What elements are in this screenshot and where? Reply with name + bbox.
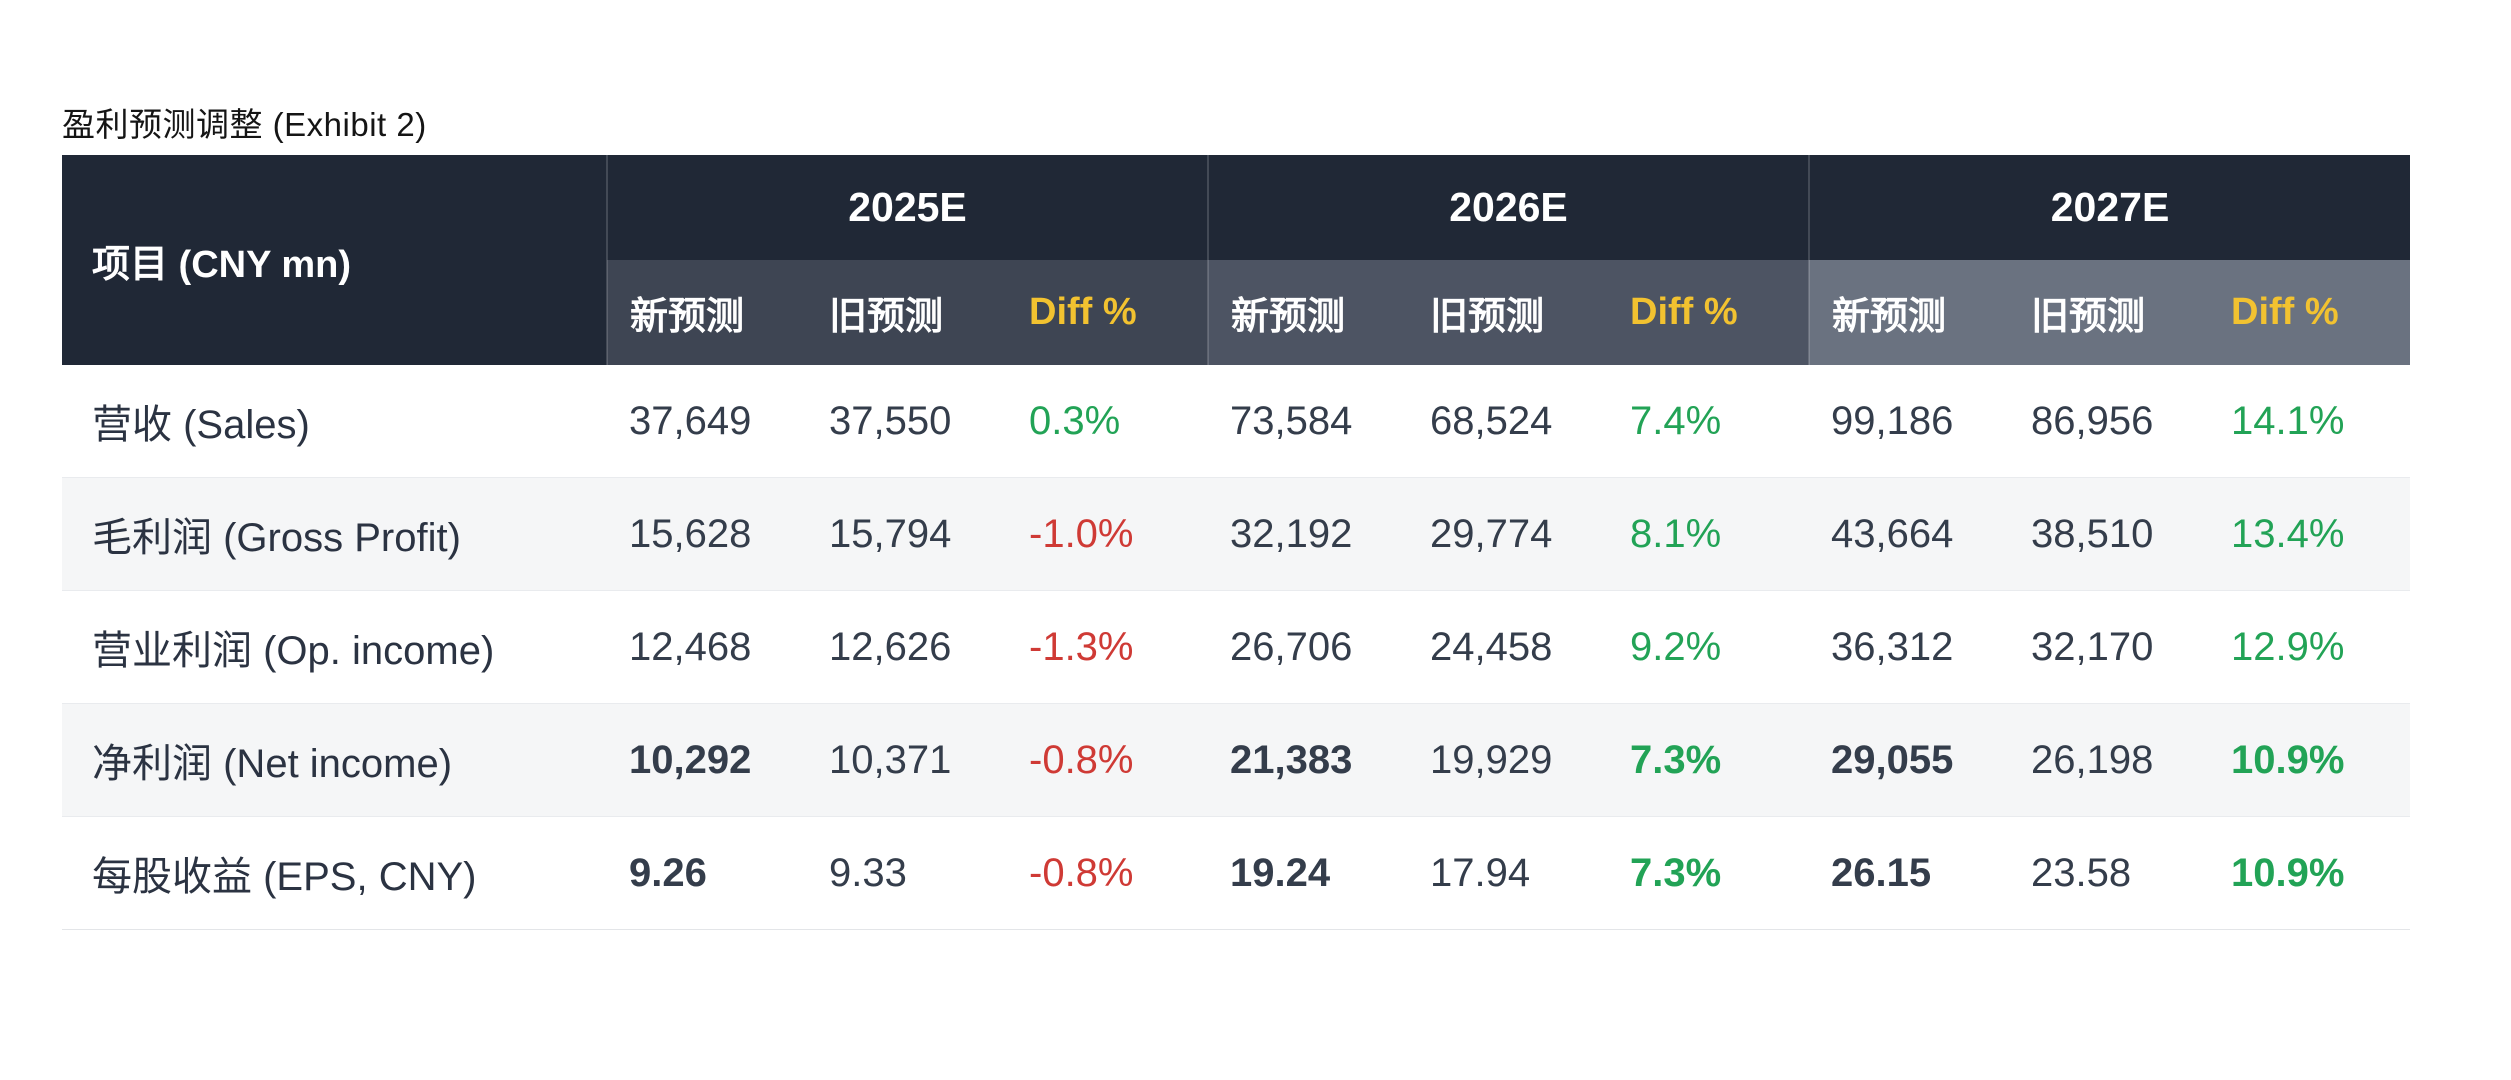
table-row-sales: 营收 (Sales) 37,649 37,550 0.3% 73,584 68,… [62, 365, 2410, 478]
subheader-diff-2027e: Diff % [2209, 260, 2411, 365]
table-cell: 29,055 [1809, 703, 2009, 817]
subheader-old-2027e: 旧预测 [2009, 260, 2209, 365]
table-cell: 19,929 [1408, 703, 1608, 817]
year-header-2027e: 2027E [1807, 155, 2411, 260]
row-label: 营业利润 (Op. income) [62, 590, 607, 704]
table-cell: 86,956 [2031, 398, 2154, 443]
table-cell: 37,550 [829, 398, 952, 443]
table-cell: 9.2% [1608, 590, 1809, 704]
subheader-new-2027e: 新预测 [1808, 260, 2009, 365]
row-label: 营收 (Sales) [92, 403, 310, 447]
table-cell: 7.4% [1630, 398, 1722, 443]
table-cell: -0.8% [1007, 703, 1208, 817]
table-row-eps: 每股收益 (EPS, CNY) 9.26 9.33 -0.8% 19.24 17… [62, 816, 2411, 930]
table-cell: 13.4% [2209, 477, 2411, 591]
table-cell: 26,198 [2009, 703, 2209, 817]
table-cell: 9.26 [607, 816, 807, 930]
table-cell: 38,510 [2009, 477, 2209, 591]
table-cell: 26,706 [1208, 590, 1408, 704]
table-body: 营收 (Sales) 37,649 37,550 0.3% 73,584 68,… [62, 365, 2411, 930]
table-cell: 0.3% [1029, 398, 1121, 443]
table-cell: 15,628 [607, 477, 807, 591]
table-cell: 12,626 [807, 590, 1007, 704]
subheader-diff-2025e: Diff % [1007, 260, 1208, 365]
row-label: 毛利润 (Gross Profit) [62, 477, 607, 591]
table-cell: 32,192 [1208, 477, 1408, 591]
table-cell: 19.24 [1208, 816, 1408, 930]
table-cell: 21,383 [1208, 703, 1408, 817]
table-cell: 37,649 [629, 398, 752, 443]
table-cell: 10.9% [2209, 816, 2411, 930]
table-cell: 15,794 [807, 477, 1007, 591]
table-row-gross-profit: 毛利润 (Gross Profit) 15,628 15,794 -1.0% 3… [62, 477, 2411, 591]
sub-header-row: 新预测 旧预测 Diff % 新预测 旧预测 Diff % 新预测 旧预测 Di… [62, 260, 2411, 365]
subheader-new-2025e: 新预测 [606, 260, 807, 365]
table-cell: 43,664 [1809, 477, 2009, 591]
table-cell: 99,186 [1831, 398, 1954, 443]
table-cell: -0.8% [1007, 816, 1208, 930]
corner-header: 项目 (CNY mn) [62, 155, 607, 365]
table-cell: 29,774 [1408, 477, 1608, 591]
row-label: 每股收益 (EPS, CNY) [62, 816, 607, 930]
table-header: 项目 (CNY mn) 2025E 2026E 2027E 新预测 旧预测 Di… [62, 155, 2411, 365]
table-cell: 14.1% [2231, 398, 2345, 443]
subheader-old-2025e: 旧预测 [807, 260, 1007, 365]
exhibit-title: 盈利预测调整 (Exhibit 2) [62, 106, 427, 143]
table-cell: 7.3% [1608, 703, 1809, 817]
table-cell: 12.9% [2209, 590, 2411, 704]
table-cell: 7.3% [1608, 816, 1809, 930]
table-cell: 32,170 [2009, 590, 2209, 704]
table-cell: 10,292 [607, 703, 807, 817]
subheader-new-2026e: 新预测 [1207, 260, 1408, 365]
table-cell: 9.33 [807, 816, 1007, 930]
table-cell: 10,371 [807, 703, 1007, 817]
table-row-net-income: 净利润 (Net income) 10,292 10,371 -0.8% 21,… [62, 703, 2411, 817]
table-row-op-income: 营业利润 (Op. income) 12,468 12,626 -1.3% 26… [62, 590, 2411, 704]
row-label: 净利润 (Net income) [62, 703, 607, 817]
table-cell: 73,584 [1230, 398, 1353, 443]
subheader-old-2026e: 旧预测 [1408, 260, 1608, 365]
year-header-2026e: 2026E [1207, 155, 1809, 260]
table-cell: 17.94 [1408, 816, 1608, 930]
table-cell: -1.0% [1007, 477, 1208, 591]
table-cell: 68,524 [1430, 398, 1553, 443]
table-cell: 10.9% [2209, 703, 2411, 817]
table-cell: 12,468 [607, 590, 807, 704]
table-cell: 8.1% [1608, 477, 1809, 591]
table-cell: 24,458 [1408, 590, 1608, 704]
table-cell: -1.3% [1007, 590, 1208, 704]
forecast-table: 项目 (CNY mn) 2025E 2026E 2027E 新预测 旧预测 Di… [62, 155, 2411, 930]
year-header-2025e: 2025E [606, 155, 1208, 260]
table-cell: 36,312 [1809, 590, 2009, 704]
table-cell: 26.15 [1809, 816, 2009, 930]
subheader-diff-2026e: Diff % [1608, 260, 1809, 365]
year-group-row: 项目 (CNY mn) 2025E 2026E 2027E [62, 155, 2411, 365]
table-cell: 23.58 [2009, 816, 2209, 930]
